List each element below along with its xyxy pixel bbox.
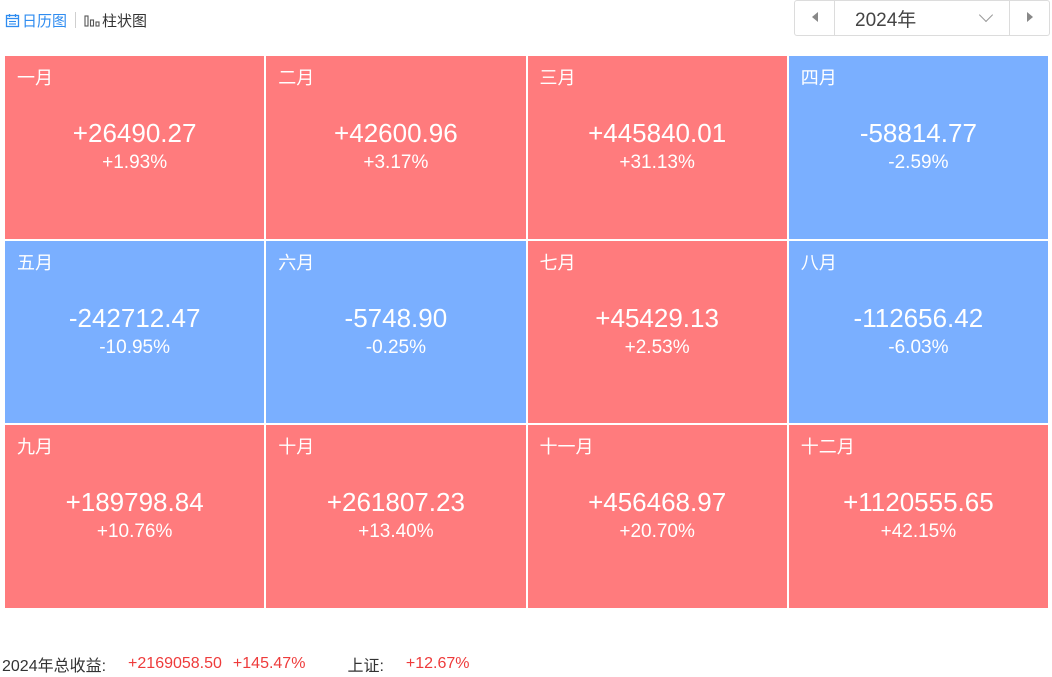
month-name: 十一月 xyxy=(539,437,594,458)
month-amount: -112656.42 xyxy=(853,302,984,333)
total-return-amount: +2169058.50 xyxy=(128,655,222,672)
month-name: 七月 xyxy=(539,252,576,273)
month-amount: +261807.23 xyxy=(326,487,465,518)
month-cell[interactable]: 十月 +261807.23 +13.40% xyxy=(266,425,526,608)
month-name: 二月 xyxy=(278,68,315,88)
month-cell[interactable]: 六月 -5748.90 -0.25% xyxy=(266,240,526,424)
tab-divider xyxy=(75,12,77,28)
bar-chart-icon xyxy=(84,12,100,28)
month-name: 八月 xyxy=(800,252,837,273)
month-amount: +189798.84 xyxy=(65,487,204,518)
month-percent: +10.76% xyxy=(96,521,173,543)
month-percent: -0.25% xyxy=(365,336,426,358)
month-cell[interactable]: 九月 +189798.84 +10.76% xyxy=(5,425,265,608)
tab-calendar-label: 日历图 xyxy=(22,12,68,30)
calendar-icon xyxy=(4,12,20,28)
index-label: 上证: xyxy=(347,658,384,675)
total-return-label: 2024年总收益: xyxy=(2,658,107,675)
year-picker: 2024年 xyxy=(794,0,1050,36)
month-percent: +13.40% xyxy=(358,521,434,543)
month-amount: +42600.96 xyxy=(334,118,458,148)
month-amount: +445840.01 xyxy=(588,118,727,148)
caret-right-icon xyxy=(1025,11,1035,26)
tab-calendar[interactable]: 日历图 xyxy=(4,10,67,30)
total-return-percent: +145.47% xyxy=(232,655,306,672)
month-cell[interactable]: 四月 -58814.77 -2.59% xyxy=(788,56,1048,239)
chevron-down-icon xyxy=(978,7,994,23)
month-percent: -10.95% xyxy=(99,336,171,358)
month-cell[interactable]: 七月 +45429.13 +2.53% xyxy=(527,240,787,424)
month-percent: -6.03% xyxy=(888,336,949,358)
month-percent: -2.59% xyxy=(888,152,949,173)
month-cell[interactable]: 十二月 +1120555.65 +42.15% xyxy=(788,425,1048,608)
month-name: 五月 xyxy=(17,252,53,273)
month-percent: +3.17% xyxy=(363,152,429,173)
toolbar: 日历图 柱状图 2024年 xyxy=(0,0,1052,40)
month-name: 六月 xyxy=(278,252,315,273)
month-cell[interactable]: 八月 -112656.42 -6.03% xyxy=(788,240,1048,424)
month-name: 九月 xyxy=(17,437,53,458)
month-percent: +42.15% xyxy=(880,521,957,543)
month-cell[interactable]: 十一月 +456468.97 +20.70% xyxy=(527,425,787,608)
tab-bar-chart[interactable]: 柱状图 xyxy=(84,10,147,30)
year-select[interactable]: 2024年 xyxy=(835,1,1009,35)
month-calendar-grid: 一月 +26490.27 +1.93% 二月 +42600.96 +3.17% 三月 +4… xyxy=(5,56,1048,608)
annual-summary: 2024年总收益: +2169058.50 +145.47% 上证: +12.6… xyxy=(2,652,470,676)
month-cell[interactable]: 五月 -242712.47 -10.95% xyxy=(5,240,265,424)
month-amount: -58814.77 xyxy=(859,118,977,148)
month-percent: +2.53% xyxy=(624,336,690,358)
tab-bar-chart-label: 柱状图 xyxy=(102,12,148,30)
month-name: 一月 xyxy=(17,68,53,88)
next-year-button[interactable] xyxy=(1009,1,1049,35)
view-tabs: 日历图 柱状图 xyxy=(4,10,147,30)
caret-left-icon xyxy=(810,11,820,26)
month-name: 十月 xyxy=(278,437,315,458)
month-cell[interactable]: 二月 +42600.96 +3.17% xyxy=(266,56,526,239)
month-percent: +1.93% xyxy=(102,152,168,173)
month-name: 三月 xyxy=(539,68,576,88)
month-cell[interactable]: 三月 +445840.01 +31.13% xyxy=(527,56,787,239)
month-cell[interactable]: 一月 +26490.27 +1.93% xyxy=(5,56,265,239)
month-amount: -5748.90 xyxy=(344,302,448,333)
month-amount: +1120555.65 xyxy=(843,487,994,518)
month-percent: +20.70% xyxy=(619,521,695,543)
month-name: 十二月 xyxy=(800,437,855,458)
month-percent: +31.13% xyxy=(619,152,695,173)
month-amount: +456468.97 xyxy=(588,487,727,518)
year-value: 2024年 xyxy=(855,9,917,31)
month-amount: +26490.27 xyxy=(72,118,197,148)
prev-year-button[interactable] xyxy=(795,1,835,35)
month-name: 四月 xyxy=(800,68,837,88)
index-return-percent: +12.67% xyxy=(405,655,470,672)
month-amount: -242712.47 xyxy=(68,302,201,333)
month-amount: +45429.13 xyxy=(595,302,719,333)
